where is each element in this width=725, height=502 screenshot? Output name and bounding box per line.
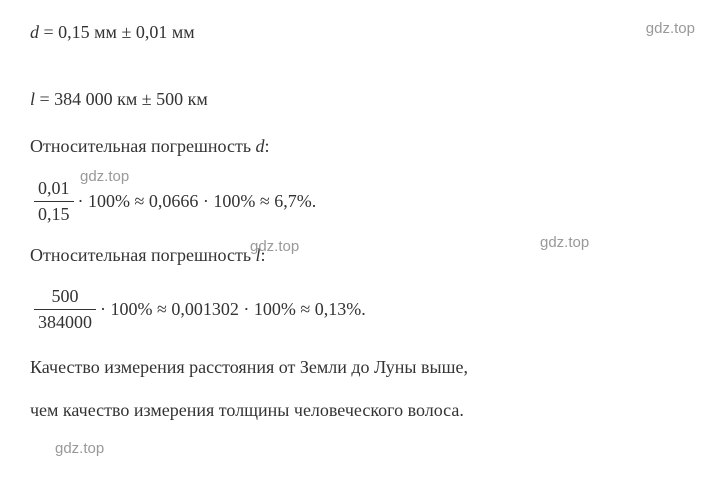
fraction-d-num: 0,01 [34,178,74,202]
eq-l-equals: = [40,89,55,109]
var-l: l [30,89,35,109]
label-d-suffix: : [265,136,270,156]
var-d: d [30,22,39,42]
label-d-prefix: Относительная погрешность [30,136,256,156]
label-l-prefix: Относительная погрешность [30,245,256,265]
fraction-d: 0,01 0,15 [34,178,74,225]
fraction-l-num: 500 [34,286,96,310]
label-error-d: Относительная погрешность d: [30,134,695,159]
equation-d: d = 0,15 мм ± 0,01 мм [30,20,195,45]
eq-l-rest: 384 000 км ± 500 км [54,89,208,109]
label-d-var: d [256,136,265,156]
calc-d: 0,01 0,15 · 100% ≈ 0,0666 · 100% ≈ 6,7%. [30,178,695,225]
fraction-d-den: 0,15 [34,202,74,225]
calc-l-rest: · 100% ≈ 0,001302 · 100% ≈ 0,13%. [100,299,366,320]
watermark-5: gdz.top [55,440,104,457]
fraction-l-den: 384000 [34,310,96,333]
calc-d-rest: · 100% ≈ 0,0666 · 100% ≈ 6,7%. [78,191,317,212]
eq-d-rest: 0,15 мм ± 0,01 мм [58,22,194,42]
label-error-l: Относительная погрешность l: [30,243,695,268]
watermark-1: gdz.top [646,20,695,37]
conclusion-line2: чем качество измерения толщины человечес… [30,398,695,423]
fraction-l: 500 384000 [34,286,96,333]
label-l-suffix: : [261,245,266,265]
conclusion-line1: Качество измерения расстояния от Земли д… [30,355,695,380]
equation-l: l = 384 000 км ± 500 км [30,87,695,112]
eq-d-value: = [44,22,59,42]
calc-l: 500 384000 · 100% ≈ 0,001302 · 100% ≈ 0,… [30,286,695,333]
